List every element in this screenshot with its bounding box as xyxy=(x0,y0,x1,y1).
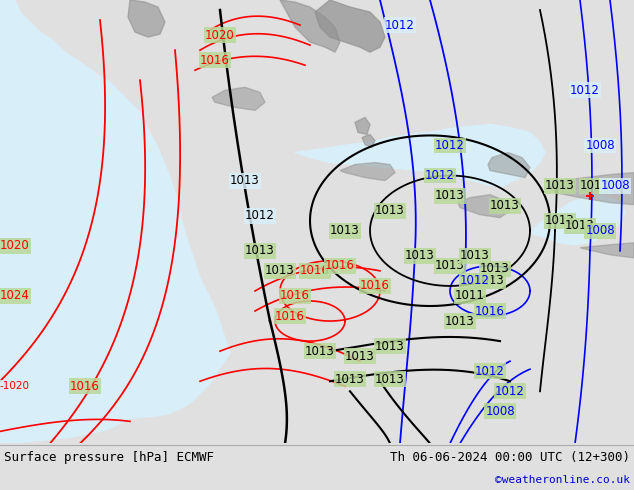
Polygon shape xyxy=(0,0,230,443)
Polygon shape xyxy=(355,118,370,134)
Text: 1013: 1013 xyxy=(335,373,365,386)
Polygon shape xyxy=(212,87,265,110)
Text: 1013: 1013 xyxy=(445,315,475,327)
Text: 1012: 1012 xyxy=(495,385,525,398)
Text: 1011: 1011 xyxy=(455,290,485,302)
Polygon shape xyxy=(530,195,625,245)
Text: 1012: 1012 xyxy=(435,139,465,152)
Text: 1013: 1013 xyxy=(480,262,510,275)
Text: 1013: 1013 xyxy=(375,204,405,217)
Text: 1016: 1016 xyxy=(280,290,310,302)
Text: 1008: 1008 xyxy=(585,139,615,152)
Text: 1016: 1016 xyxy=(325,259,355,272)
Text: 1008: 1008 xyxy=(485,405,515,418)
Text: 1012: 1012 xyxy=(475,365,505,378)
Text: 1016: 1016 xyxy=(275,310,305,322)
Polygon shape xyxy=(295,124,545,188)
Text: 1013: 1013 xyxy=(545,179,575,192)
Text: 1008: 1008 xyxy=(600,179,630,192)
Text: 1013: 1013 xyxy=(245,245,275,257)
Text: Surface pressure [hPa] ECMWF: Surface pressure [hPa] ECMWF xyxy=(4,451,214,464)
Text: 1016: 1016 xyxy=(300,265,330,277)
Polygon shape xyxy=(315,0,385,52)
Text: 1012: 1012 xyxy=(425,169,455,182)
Polygon shape xyxy=(548,172,634,205)
Text: 1016: 1016 xyxy=(70,380,100,393)
Text: 1013: 1013 xyxy=(375,340,405,353)
Text: 1013: 1013 xyxy=(330,224,360,237)
Text: 1016: 1016 xyxy=(200,54,230,67)
Text: 1012: 1012 xyxy=(245,209,275,222)
Text: -1020: -1020 xyxy=(0,381,30,391)
Polygon shape xyxy=(340,163,395,181)
Text: 1013: 1013 xyxy=(475,274,505,288)
Text: 1013: 1013 xyxy=(375,373,405,386)
Text: 1008: 1008 xyxy=(585,224,615,237)
Text: 1012: 1012 xyxy=(570,84,600,97)
Text: 1013: 1013 xyxy=(345,350,375,363)
Text: 1020: 1020 xyxy=(205,28,235,42)
Text: 1024: 1024 xyxy=(0,290,30,302)
Text: 1016: 1016 xyxy=(360,279,390,293)
Text: 1013: 1013 xyxy=(435,259,465,272)
Text: 1020: 1020 xyxy=(0,239,30,252)
Text: 1013: 1013 xyxy=(230,174,260,187)
Text: 1013: 1013 xyxy=(490,199,520,212)
Polygon shape xyxy=(128,0,165,37)
Text: 1013: 1013 xyxy=(545,214,575,227)
Polygon shape xyxy=(280,0,340,52)
Polygon shape xyxy=(580,243,634,258)
Polygon shape xyxy=(458,195,510,218)
Text: 1016: 1016 xyxy=(475,304,505,318)
Text: 1012: 1012 xyxy=(385,19,415,31)
Text: 1013: 1013 xyxy=(580,179,610,192)
Text: 1012: 1012 xyxy=(460,274,490,288)
Text: 1013: 1013 xyxy=(405,249,435,262)
Polygon shape xyxy=(488,152,530,177)
Polygon shape xyxy=(362,134,375,147)
Text: 1013: 1013 xyxy=(460,249,490,262)
Text: 1013: 1013 xyxy=(435,189,465,202)
Text: 1013: 1013 xyxy=(565,219,595,232)
Text: Th 06-06-2024 00:00 UTC (12+300): Th 06-06-2024 00:00 UTC (12+300) xyxy=(390,451,630,464)
Text: 1013: 1013 xyxy=(265,265,295,277)
Text: ©weatheronline.co.uk: ©weatheronline.co.uk xyxy=(495,475,630,485)
Text: 1013: 1013 xyxy=(305,344,335,358)
